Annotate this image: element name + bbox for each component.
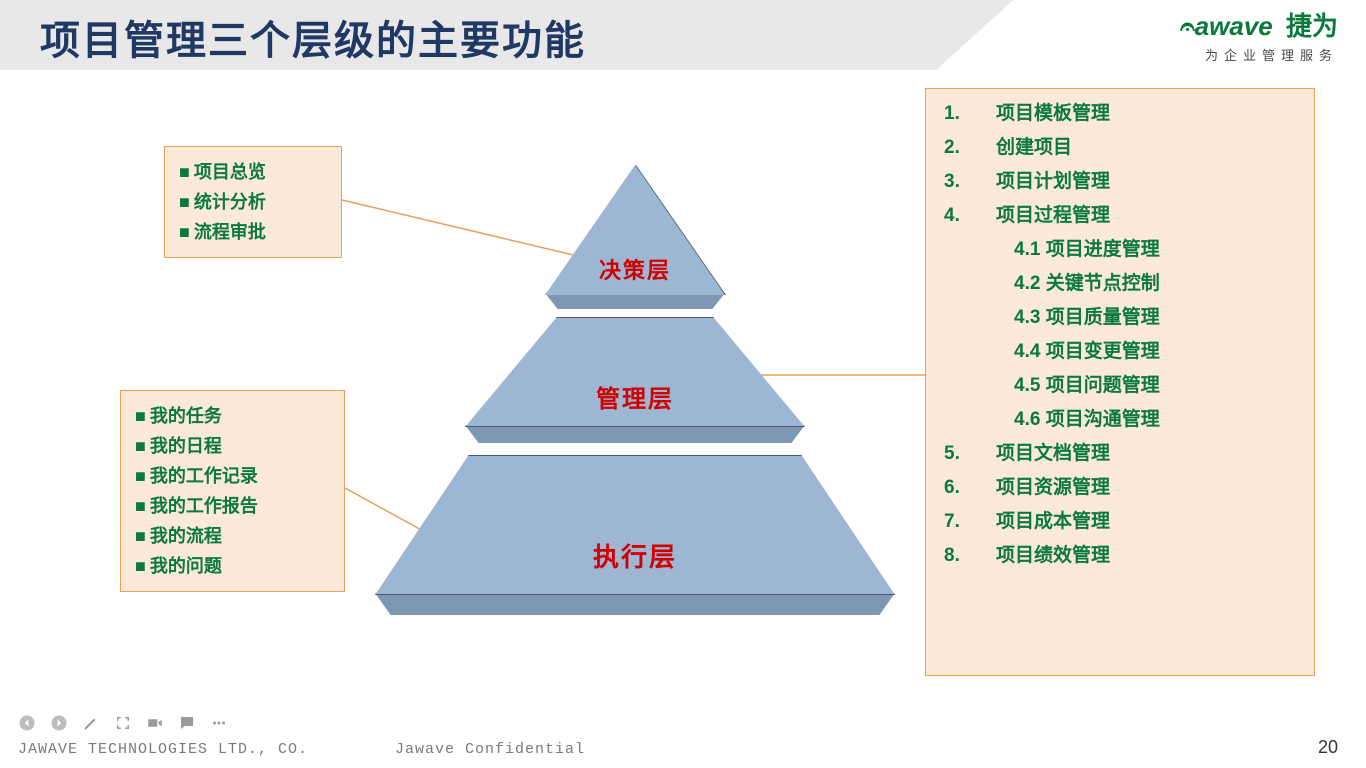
box-top-item: 统计分析 xyxy=(194,192,266,212)
right-list-item: 2.创建项目 xyxy=(944,131,1296,165)
pyramid-tier-bottom: 执行层 xyxy=(375,455,895,615)
right-list-item: 1.项目模板管理 xyxy=(944,97,1296,131)
right-list-subitem: 4.6 项目沟通管理 xyxy=(944,403,1296,437)
right-list-item: 3.项目计划管理 xyxy=(944,165,1296,199)
right-list-item: 5.项目文档管理 xyxy=(944,437,1296,471)
pyramid: 决策层 管理层 执行层 xyxy=(370,165,900,635)
logo: 𝄐awave 捷为 为企业管理服务 xyxy=(1180,6,1338,64)
right-list-subitem: 4.1 项目进度管理 xyxy=(944,233,1296,267)
footer-company: JAWAVE TECHNOLOGIES LTD., CO. xyxy=(18,741,308,758)
slide: 项目管理三个层级的主要功能 𝄐awave 捷为 为企业管理服务 项目总览 统计分… xyxy=(0,0,1366,768)
right-list-subitem: 4.3 项目质量管理 xyxy=(944,301,1296,335)
more-icon[interactable] xyxy=(210,714,228,732)
slide-title: 项目管理三个层级的主要功能 xyxy=(40,8,586,66)
next-icon[interactable] xyxy=(50,714,68,732)
box-top-item: 流程审批 xyxy=(194,222,266,242)
comment-icon[interactable] xyxy=(178,714,196,732)
box-decision-features: 项目总览 统计分析 流程审批 xyxy=(164,146,342,258)
box-bot-item: 我的任务 xyxy=(150,406,222,426)
box-bot-item: 我的问题 xyxy=(150,556,222,576)
box-top-item: 项目总览 xyxy=(194,162,266,182)
box-bot-item: 我的流程 xyxy=(150,526,222,546)
right-list-subitem: 4.4 项目变更管理 xyxy=(944,335,1296,369)
right-list-item: 7.项目成本管理 xyxy=(944,505,1296,539)
focus-icon[interactable] xyxy=(114,714,132,732)
pyramid-tier-middle: 管理层 xyxy=(465,317,805,447)
box-bot-item: 我的日程 xyxy=(150,436,222,456)
box-execution-features: 我的任务 我的日程 我的工作记录 我的工作报告 我的流程 我的问题 xyxy=(120,390,345,592)
logo-tagline: 为企业管理服务 xyxy=(1180,45,1338,64)
right-list-item: 6.项目资源管理 xyxy=(944,471,1296,505)
pyramid-label-bottom: 执行层 xyxy=(593,537,677,574)
box-bot-item: 我的工作报告 xyxy=(150,496,258,516)
pyramid-label-top: 决策层 xyxy=(599,253,671,285)
pyramid-tier-top: 决策层 xyxy=(545,165,725,315)
footer-page-number: 20 xyxy=(1318,737,1338,758)
toolbar xyxy=(18,714,228,732)
right-list-item: 8.项目绩效管理 xyxy=(944,539,1296,573)
right-list-subitem: 4.2 关键节点控制 xyxy=(944,267,1296,301)
logo-latin: 𝄐awave xyxy=(1180,11,1280,41)
box-bot-item: 我的工作记录 xyxy=(150,466,258,486)
camera-icon[interactable] xyxy=(146,714,164,732)
box-management-features: 1.项目模板管理2.创建项目3.项目计划管理4.项目过程管理4.1 项目进度管理… xyxy=(925,88,1315,676)
prev-icon[interactable] xyxy=(18,714,36,732)
logo-cn: 捷为 xyxy=(1286,11,1338,41)
right-list-item: 4.项目过程管理 xyxy=(944,199,1296,233)
pen-icon[interactable] xyxy=(82,714,100,732)
pyramid-label-middle: 管理层 xyxy=(596,379,674,414)
footer-confidential: Jawave Confidential xyxy=(395,741,585,758)
right-list-subitem: 4.5 项目问题管理 xyxy=(944,369,1296,403)
